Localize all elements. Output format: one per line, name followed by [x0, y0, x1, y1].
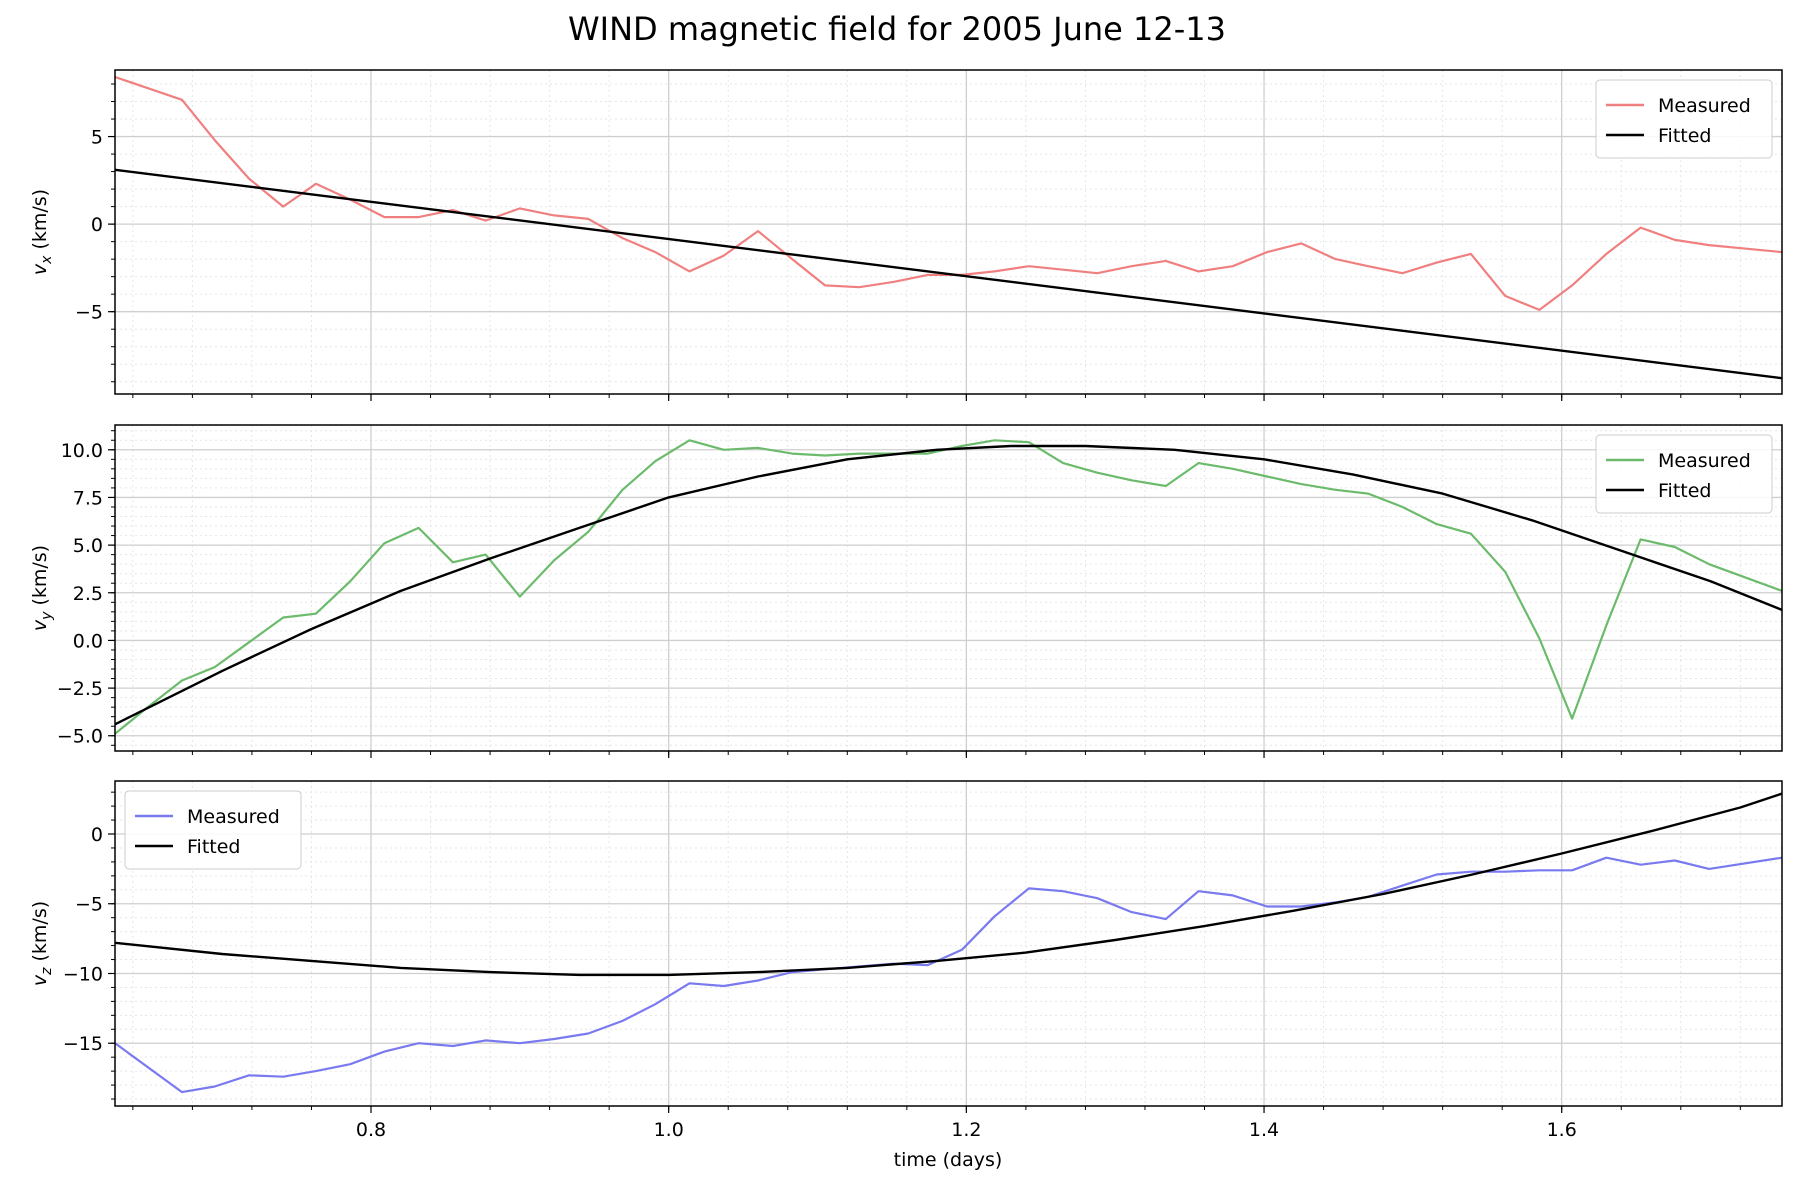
y-axis-label-subscript: z: [39, 967, 55, 976]
legend-label: Measured: [187, 806, 280, 828]
panel-vx: 5 0 −5 vx (km/s) Measured Fitted: [29, 69, 1783, 401]
figure-title: WIND magnetic field for 2005 June 12-13: [568, 10, 1226, 48]
y-tick-label: 0: [91, 824, 103, 846]
y-axis-label-symbol: v: [29, 974, 51, 986]
panel-vy: 10.0 7.5 5.0 2.5 0.0 −2.5 −5.0 vy (km/s) Measure…: [29, 424, 1783, 758]
y-axis-label-symbol: v: [29, 263, 51, 275]
axes-frame: [114, 69, 1783, 395]
y-axis-label-subscript: y: [39, 611, 55, 621]
y-tick-label: 0.0: [73, 630, 103, 652]
x-tick-label: 0.8: [356, 1119, 386, 1141]
y-tick-label: 0: [91, 214, 103, 236]
y-tick-label: −5: [75, 302, 103, 324]
x-tick-label: 1.6: [1547, 1119, 1577, 1141]
legend-label: Measured: [1658, 450, 1751, 472]
series-line-fitted: [115, 444, 1782, 726]
x-tick-label: 1.2: [951, 1119, 981, 1141]
x-tick-label: 1.0: [654, 1119, 684, 1141]
x-tick-label: 1.4: [1249, 1119, 1279, 1141]
legend-box: [1595, 79, 1773, 159]
axes-frame: [114, 780, 1783, 1107]
y-tick-label: 5: [91, 127, 103, 149]
y-tick-label: −15: [63, 1033, 103, 1055]
series-line-measured: [115, 856, 1782, 1094]
y-axis-label-symbol: v: [29, 619, 51, 631]
series-line-measured: [115, 75, 1782, 311]
legend-box: [1595, 434, 1773, 514]
panel-vz: 0.8 1.0 1.2 1.4 1.6 0 −5 −10 −15 vz (km/s) Measure…: [29, 780, 1783, 1141]
series-line-fitted: [115, 168, 1782, 380]
y-tick-label: −2.5: [57, 678, 103, 700]
y-tick-label: −5.0: [57, 726, 103, 748]
y-tick-label: −5: [75, 894, 103, 916]
axes-frame: [114, 424, 1783, 752]
y-axis-label-subscript: x: [39, 255, 55, 265]
x-axis-label: time (days): [894, 1149, 1003, 1171]
legend-label: Fitted: [1658, 125, 1711, 147]
series-line-measured: [115, 439, 1782, 735]
y-tick-label: 10.0: [61, 440, 103, 462]
legend-label: Measured: [1658, 95, 1751, 117]
y-axis-label-unit: (km/s): [29, 189, 51, 256]
y-tick-label: 5.0: [73, 535, 103, 557]
y-axis-label: vx (km/s): [29, 189, 55, 275]
y-axis-label-unit: (km/s): [29, 545, 51, 612]
legend-label: Fitted: [1658, 480, 1711, 502]
y-axis-label: vz (km/s): [29, 901, 55, 986]
legend-box: [124, 790, 302, 870]
y-tick-label: −10: [63, 963, 103, 985]
y-tick-label: 2.5: [73, 583, 103, 605]
series-line-fitted: [115, 792, 1782, 977]
legend-label: Fitted: [187, 836, 240, 858]
y-axis-label: vy (km/s): [29, 545, 55, 631]
y-tick-label: 7.5: [73, 487, 103, 509]
y-axis-label-unit: (km/s): [29, 901, 51, 968]
